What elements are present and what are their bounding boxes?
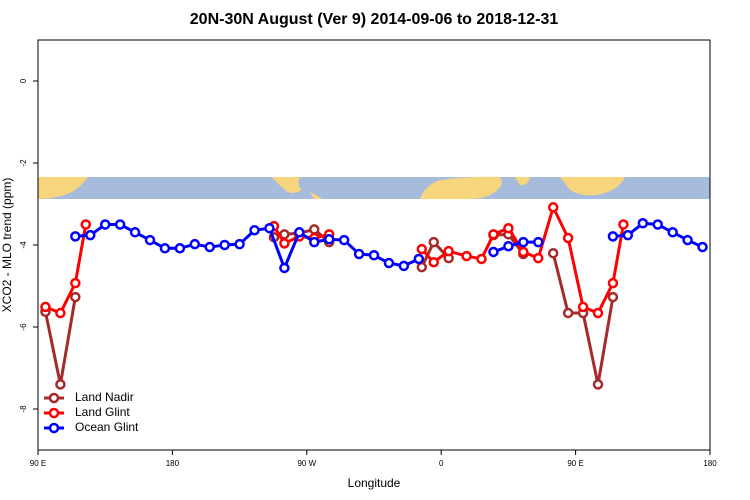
data-point: [607, 231, 619, 242]
data-point: [533, 252, 544, 264]
x-axis-label: Longitude: [348, 476, 401, 490]
data-point: [338, 234, 350, 246]
data-point: [174, 243, 186, 254]
x-tick-label: 90 W: [297, 459, 316, 468]
x-tick-label: 90 E: [567, 459, 583, 468]
data-point: [70, 277, 81, 289]
data-point: [592, 307, 604, 319]
chart-title: 20N-30N August (Ver 9) 2014-09-06 to 201…: [190, 11, 559, 28]
data-point: [413, 253, 425, 265]
data-point: [80, 219, 92, 230]
data-point: [697, 241, 708, 253]
data-point: [279, 262, 290, 274]
data-point: [249, 224, 260, 236]
data-point: [461, 250, 472, 262]
data-point: [234, 238, 245, 250]
data-point: [353, 248, 365, 260]
data-point: [562, 307, 574, 319]
data-point: [667, 227, 678, 238]
data-point: [577, 301, 589, 313]
data-point: [70, 291, 81, 303]
data-point: [518, 236, 529, 248]
data-point: [416, 261, 428, 273]
data-point: [652, 219, 663, 230]
data-point: [428, 236, 439, 248]
y-tick-label: -2: [19, 159, 28, 167]
data-point: [476, 253, 487, 265]
data-point: [368, 250, 380, 261]
data-point: [70, 231, 81, 242]
x-tick-label: 180: [703, 459, 717, 468]
data-point: [189, 238, 201, 250]
legend-label: Land Nadir: [75, 390, 134, 404]
data-point: [85, 229, 96, 241]
map-strip: [38, 176, 710, 199]
data-point: [682, 234, 693, 246]
y-tick-label: -6: [19, 323, 28, 331]
y-tick-label: -8: [19, 405, 28, 413]
legend-label: Land Glint: [75, 405, 130, 419]
legend-label: Ocean Glint: [75, 420, 139, 434]
data-point: [428, 256, 439, 268]
data-point: [416, 243, 428, 255]
data-point: [294, 227, 305, 238]
data-point: [488, 246, 499, 258]
data-point: [144, 234, 156, 246]
data-point: [547, 202, 559, 213]
data-point: [622, 229, 634, 241]
data-point: [503, 240, 514, 252]
data-point: [279, 238, 290, 249]
x-tick-label: 0: [439, 459, 444, 468]
data-point: [503, 222, 514, 234]
data-point: [114, 219, 126, 230]
x-tick-label: 90 E: [30, 459, 46, 468]
data-point: [159, 243, 171, 254]
legend-marker: [48, 392, 60, 404]
y-tick-label: 0: [19, 78, 28, 83]
data-point: [99, 219, 111, 230]
data-point: [219, 239, 230, 251]
y-tick-label: -4: [19, 241, 28, 249]
data-point: [637, 218, 649, 229]
data-point: [40, 301, 51, 313]
data-point: [607, 277, 619, 289]
y-axis-label: XCO2 - MLO trend (ppm): [0, 178, 14, 313]
data-point: [383, 257, 395, 269]
legend-marker: [48, 422, 60, 434]
data-point: [533, 236, 544, 248]
data-point: [204, 241, 215, 253]
data-point: [562, 232, 574, 244]
data-point: [129, 227, 141, 238]
data-point: [264, 222, 275, 234]
data-point: [607, 291, 619, 303]
plot-frame: [37, 39, 711, 451]
data-point: [592, 379, 604, 390]
x-tick-label: 180: [166, 459, 180, 468]
legend-marker: [48, 407, 60, 419]
data-point: [443, 245, 454, 257]
data-point: [398, 260, 410, 272]
data-point: [488, 229, 499, 240]
data-point: [323, 234, 335, 245]
data-point: [55, 379, 66, 390]
data-point: [547, 247, 559, 259]
data-point: [309, 224, 320, 235]
data-point: [55, 307, 66, 319]
data-point: [309, 236, 320, 248]
data-point: [518, 246, 529, 258]
data-point: [618, 219, 629, 230]
